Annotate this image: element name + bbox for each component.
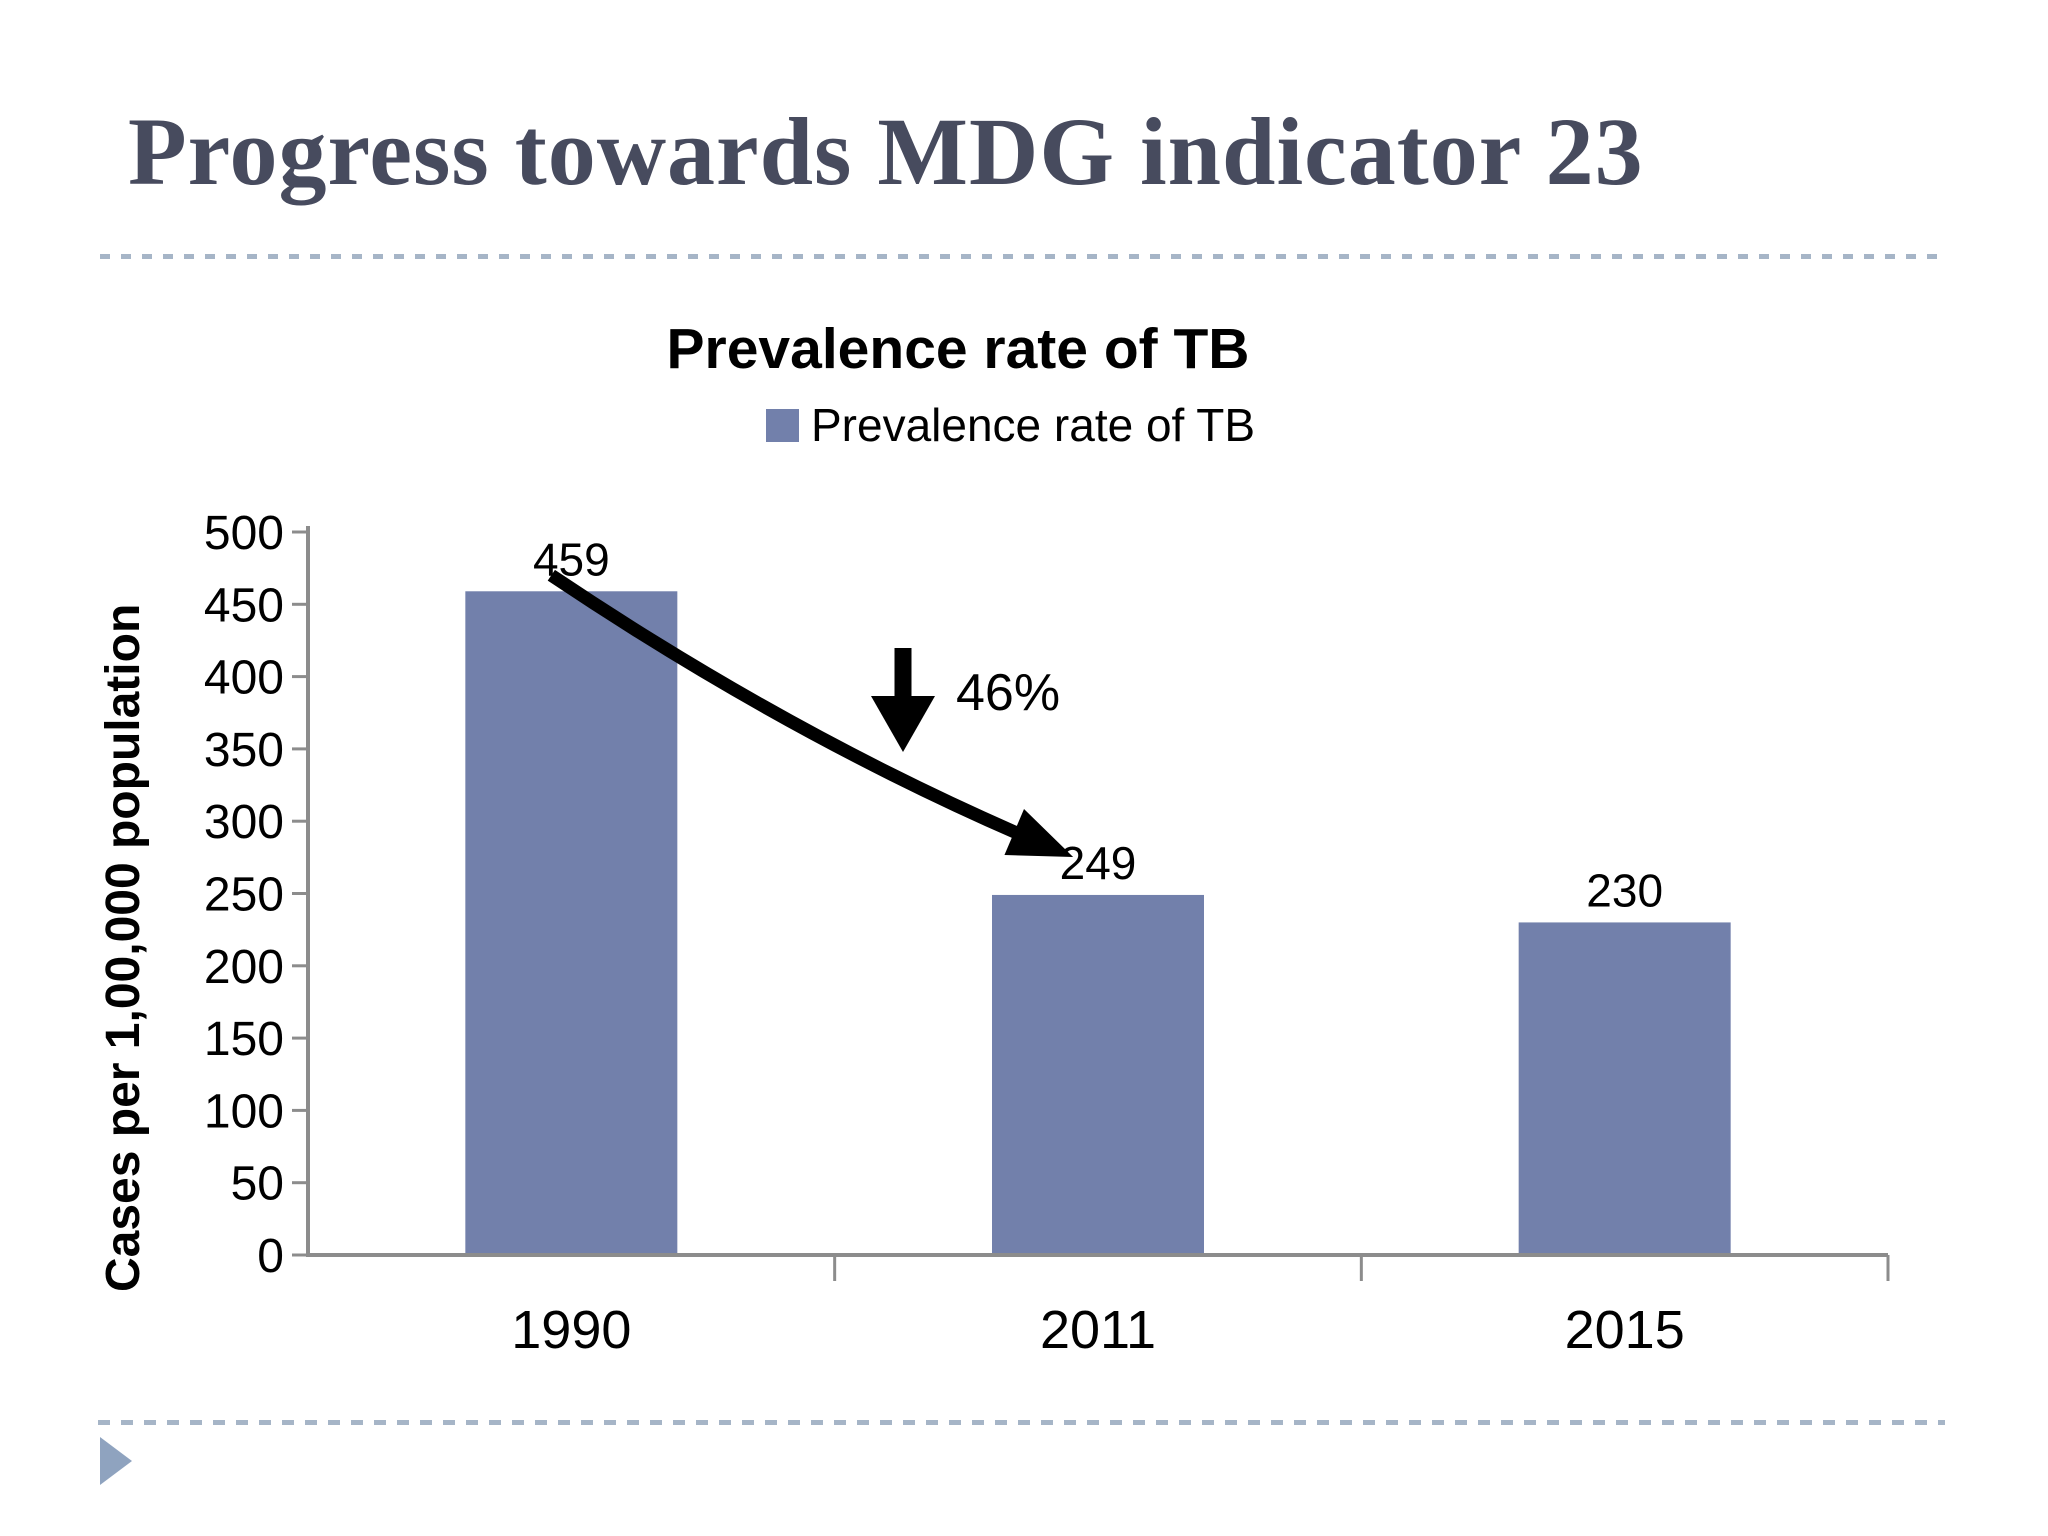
play-triangle-icon bbox=[100, 1437, 132, 1485]
bar-2015 bbox=[1518, 922, 1731, 1255]
y-tick-label: 250 bbox=[204, 869, 284, 922]
title-divider bbox=[100, 254, 1945, 259]
y-tick-label: 100 bbox=[204, 1085, 284, 1138]
x-category-label-1990: 1990 bbox=[511, 1300, 631, 1360]
y-tick-label: 200 bbox=[204, 941, 284, 994]
legend-label: Prevalence rate of TB bbox=[811, 399, 1256, 451]
x-category-label-2011: 2011 bbox=[1040, 1300, 1156, 1360]
down-arrow-head-icon bbox=[871, 696, 935, 752]
x-category-label-2015: 2015 bbox=[1565, 1300, 1685, 1360]
trend-arrow bbox=[547, 569, 1074, 858]
chart-title: Prevalence rate of TB bbox=[666, 317, 1250, 381]
bar-2011 bbox=[992, 894, 1204, 1255]
y-tick-label: 50 bbox=[231, 1158, 284, 1211]
bar-1990 bbox=[465, 591, 678, 1255]
data-label-2015: 230 bbox=[1586, 864, 1663, 916]
y-tick-label: 400 bbox=[204, 652, 284, 705]
legend: Prevalence rate of TB bbox=[766, 398, 1255, 452]
y-tick-label: 0 bbox=[257, 1230, 284, 1283]
slide-title: Progress towards MDG indicator 23 bbox=[128, 98, 1644, 205]
data-label-1990: 459 bbox=[533, 533, 610, 585]
y-tick-label: 300 bbox=[204, 796, 284, 849]
y-tick-label: 450 bbox=[204, 579, 284, 632]
legend-swatch-icon bbox=[766, 408, 799, 442]
footer-divider bbox=[98, 1420, 1945, 1425]
y-tick-label: 350 bbox=[204, 724, 284, 777]
y-tick-label: 150 bbox=[204, 1013, 284, 1066]
y-tick-label: 500 bbox=[204, 507, 284, 560]
percent-annotation: 46% bbox=[956, 664, 1060, 722]
data-label-2011: 249 bbox=[1060, 837, 1137, 889]
